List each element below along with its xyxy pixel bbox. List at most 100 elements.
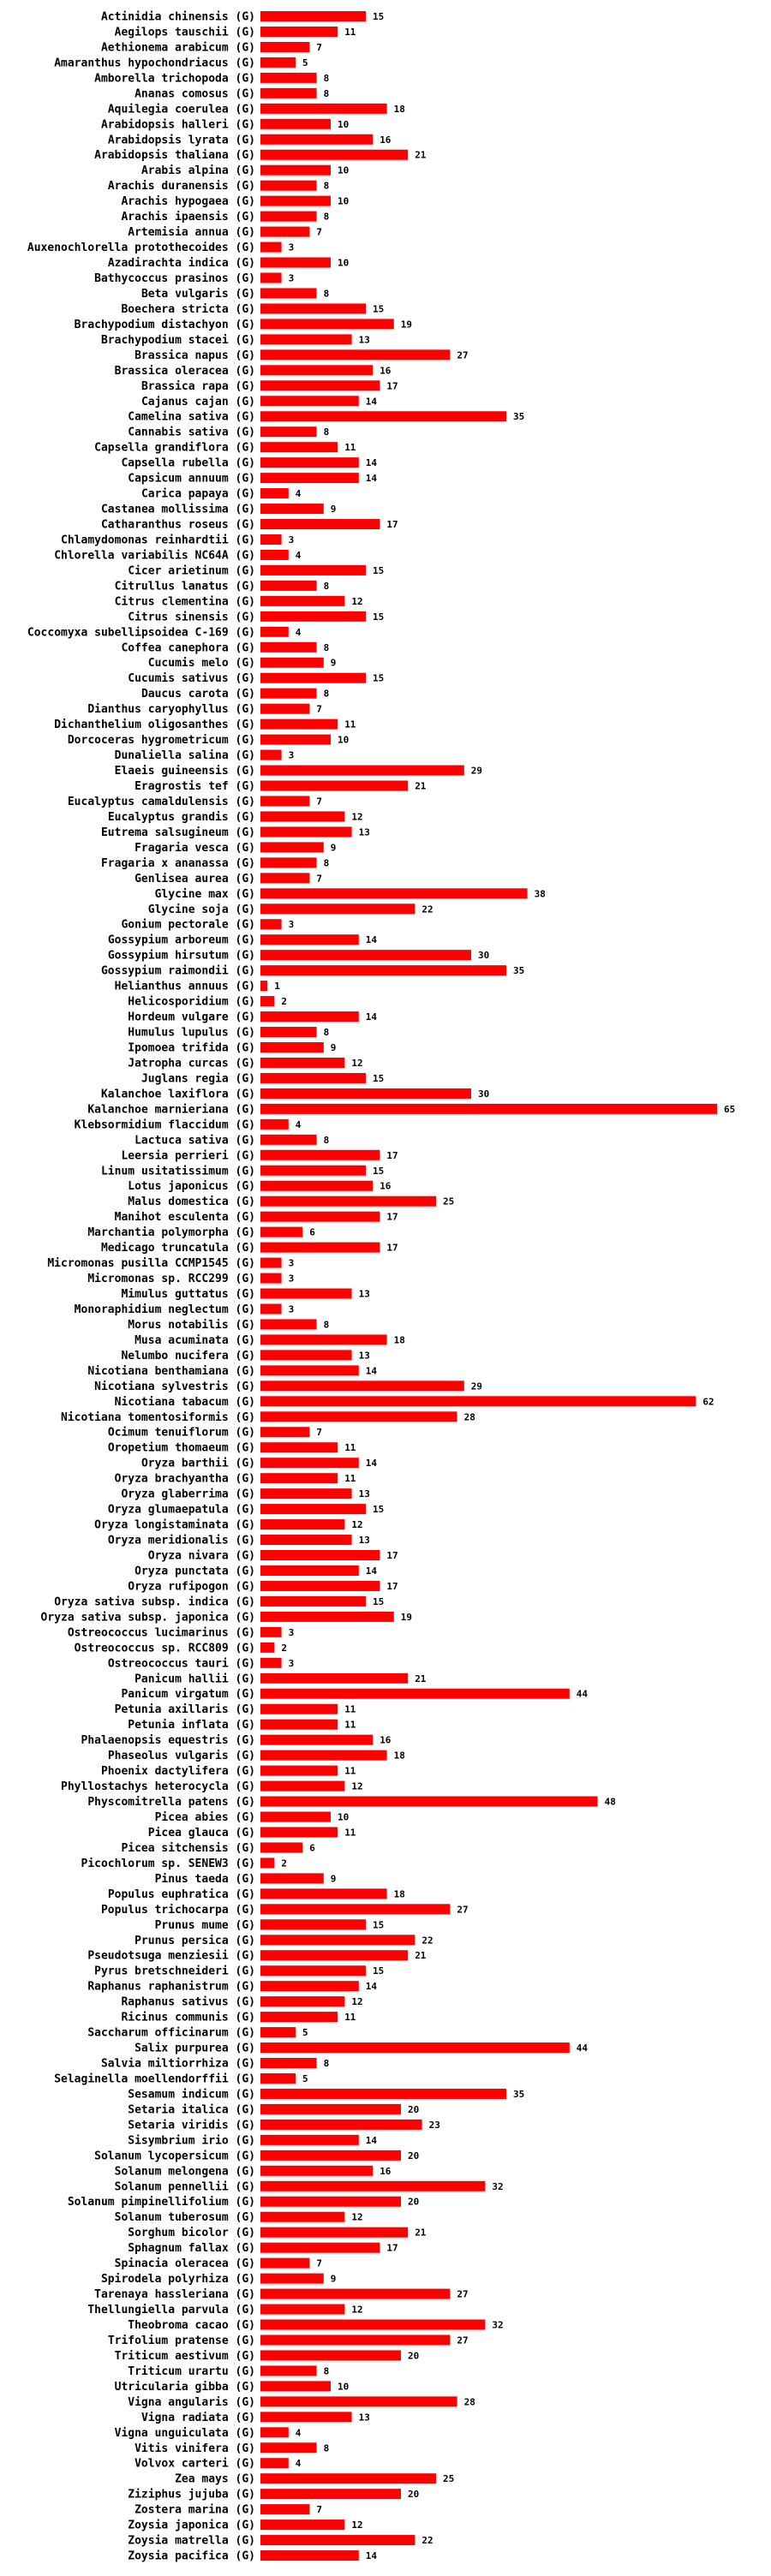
value-label: 10	[338, 735, 349, 746]
category-label: Oryza punctata (G)	[134, 1565, 255, 1577]
value-label: 16	[380, 134, 391, 146]
value-label: 65	[724, 1104, 735, 1115]
bar	[260, 1765, 338, 1776]
category-label: Lotus japonicus (G)	[128, 1180, 255, 1193]
category-label: Citrus clementina (G)	[115, 595, 255, 608]
category-label: Lactuca sativa (G)	[134, 1134, 255, 1147]
value-label: 17	[386, 380, 397, 391]
bar	[260, 118, 331, 129]
bar	[260, 749, 282, 760]
category-label: Picea sitchensis (G)	[121, 1842, 255, 1855]
bar	[260, 703, 310, 714]
category-label: Triticum aestivum (G)	[115, 2350, 255, 2363]
category-label: Zoysia matrella (G)	[128, 2535, 255, 2548]
bar	[260, 319, 394, 330]
bar	[260, 1365, 359, 1376]
value-label: 8	[324, 73, 330, 84]
bar	[260, 1149, 380, 1160]
value-label: 14	[366, 2550, 378, 2561]
value-label: 20	[408, 2489, 419, 2500]
category-label: Picea glauca (G)	[148, 1827, 255, 1840]
value-label: 14	[366, 1365, 378, 1376]
category-label: Arabis alpina (G)	[141, 164, 255, 177]
bar	[260, 1303, 282, 1315]
category-label: Oryza nivara (G)	[148, 1550, 255, 1563]
category-label: Tarenaya hassleriana (G)	[94, 2288, 255, 2301]
bar	[260, 1350, 352, 1361]
category-label: Amborella trichopoda (G)	[94, 72, 255, 85]
bar	[260, 826, 352, 838]
category-label: Pseudotsuga menziesii (G)	[87, 1950, 255, 1963]
category-label: Micromonas pusilla CCMP1545 (G)	[47, 1257, 255, 1270]
category-label: Thellungiella parvula (G)	[87, 2304, 255, 2317]
bar	[260, 1118, 289, 1130]
value-label: 14	[366, 934, 378, 945]
bar	[260, 2550, 359, 2561]
category-label: Nicotiana sylvestris (G)	[94, 1380, 255, 1393]
value-label: 14	[366, 2135, 378, 2146]
value-label: 15	[373, 1504, 384, 1515]
bar	[260, 1211, 380, 1222]
bar	[260, 103, 387, 114]
bar	[260, 365, 374, 376]
category-label: Vigna unguiculata (G)	[115, 2427, 255, 2440]
value-label: 8	[324, 1319, 330, 1330]
category-label: Ipomoea trifida (G)	[128, 1041, 255, 1054]
bar	[260, 2365, 317, 2376]
bar	[260, 272, 282, 283]
bar	[260, 1719, 338, 1730]
category-label: Musa acuminata (G)	[134, 1334, 255, 1347]
value-label: 8	[324, 642, 330, 653]
bar	[260, 1842, 303, 1853]
value-label: 17	[386, 1150, 397, 1161]
value-label: 8	[324, 88, 330, 99]
bar	[260, 2012, 338, 2023]
value-label: 7	[316, 704, 322, 715]
category-label: Volvox carteri (G)	[134, 2458, 255, 2471]
category-label: Spinacia oleracea (G)	[115, 2257, 255, 2270]
bar	[260, 2211, 345, 2222]
value-label: 4	[296, 488, 302, 499]
category-label: Sphagnum fallax (G)	[128, 2242, 255, 2255]
value-label: 15	[373, 1965, 384, 1977]
value-label: 11	[344, 1442, 356, 1453]
bar	[260, 1057, 345, 1068]
bar	[260, 1919, 366, 1930]
category-label: Cajanus cajan (G)	[141, 396, 255, 408]
value-label: 25	[443, 2473, 454, 2484]
value-label: 14	[366, 457, 378, 468]
value-label: 8	[324, 2058, 330, 2069]
category-label: Actinidia chinensis (G)	[101, 11, 255, 24]
category-label: Ostreococcus tauri (G)	[108, 1657, 255, 1670]
bar	[260, 504, 324, 515]
bar	[260, 796, 310, 807]
category-label: Oryza rufipogon (G)	[128, 1580, 255, 1593]
category-label: Azadirachta indica (G)	[108, 257, 255, 270]
category-label: Cannabis sativa (G)	[128, 426, 255, 439]
category-label: Kalanchoe laxiflora (G)	[101, 1088, 255, 1100]
value-label: 44	[577, 2042, 589, 2054]
value-label: 11	[344, 1473, 356, 1484]
value-label: 21	[415, 1950, 427, 1961]
value-label: 3	[289, 750, 295, 761]
bar	[260, 380, 380, 391]
value-label: 18	[394, 1888, 405, 1899]
bar	[260, 2412, 352, 2423]
category-label: Helianthus annuus (G)	[115, 981, 255, 993]
bar	[260, 1134, 317, 1145]
value-label: 13	[359, 1535, 370, 1546]
bar	[260, 2273, 324, 2284]
bar	[260, 1904, 451, 1915]
value-label: 27	[457, 2289, 468, 2300]
bar	[260, 2027, 296, 2038]
value-label: 8	[324, 689, 330, 700]
bar	[260, 2227, 409, 2238]
value-label: 4	[296, 2427, 302, 2438]
value-label: 4	[296, 627, 302, 638]
value-label: 32	[492, 2320, 503, 2331]
category-label: Brassica oleracea (G)	[115, 365, 255, 378]
value-label: 7	[316, 227, 322, 238]
value-label: 4	[296, 2458, 302, 2469]
